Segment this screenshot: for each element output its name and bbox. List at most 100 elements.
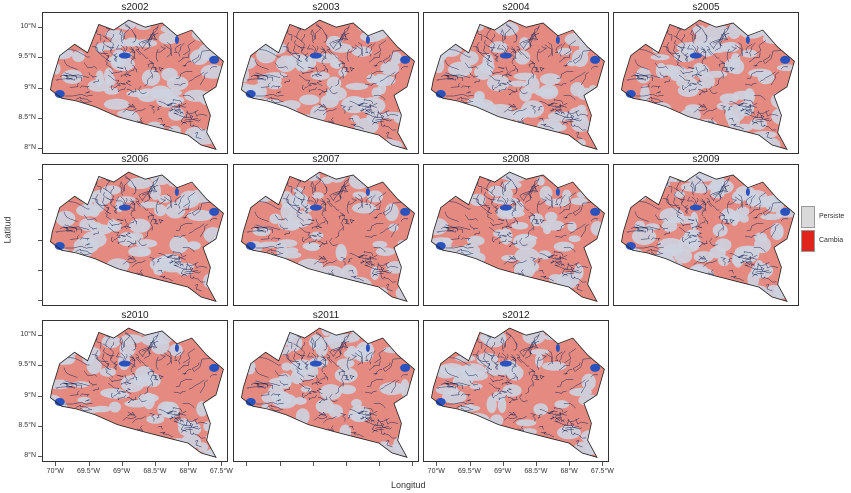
drainage-line	[346, 356, 350, 370]
drainage-line	[275, 62, 288, 69]
drainage-line	[706, 198, 712, 208]
drainage-line	[745, 43, 753, 53]
drainage-line	[316, 232, 323, 238]
drainage-line	[465, 214, 478, 221]
persist-patch	[301, 126, 317, 141]
drainage-line	[298, 353, 308, 370]
drainage-line	[666, 194, 680, 206]
persist-patch	[431, 412, 444, 420]
drainage-line	[571, 423, 580, 428]
persist-patch	[470, 446, 496, 458]
persist-patch	[542, 361, 567, 371]
drainage-line	[744, 234, 757, 238]
persist-patch	[288, 283, 303, 295]
persist-patch	[294, 138, 303, 147]
x-tick-label: 69.5°W	[76, 468, 101, 475]
persist-patch	[486, 395, 497, 414]
persist-patch	[450, 20, 469, 33]
drainage-line	[513, 416, 527, 424]
drainage-line	[125, 232, 132, 238]
drainage-line	[531, 177, 541, 192]
persist-patch	[255, 293, 265, 301]
drainage-line	[350, 275, 364, 282]
drainage-line	[323, 33, 328, 43]
drainage-line	[63, 381, 75, 389]
drainage-line	[635, 224, 661, 230]
drainage-line	[564, 192, 577, 208]
drainage-line	[88, 380, 98, 386]
drainage-line	[63, 211, 78, 222]
drainage-line	[366, 223, 384, 231]
drainage-line	[106, 363, 112, 371]
x-tick-label: 68.5°W	[524, 468, 548, 475]
drainage-line	[80, 85, 90, 89]
drainage-line	[135, 354, 141, 364]
drainage-line	[250, 226, 263, 232]
drainage-line	[364, 112, 383, 118]
drainage-line	[102, 353, 110, 367]
persist-patch	[341, 95, 367, 114]
drainage-line	[349, 67, 356, 72]
drainage-line	[349, 408, 368, 414]
drainage-line	[144, 75, 153, 87]
drainage-line	[186, 262, 189, 270]
persist-patch	[781, 38, 794, 53]
drainage-line	[749, 194, 756, 209]
persist-patch	[241, 20, 257, 27]
x-tick-label: 70°W	[427, 468, 445, 475]
persist-patch	[770, 91, 794, 110]
persist-patch	[86, 357, 102, 375]
drainage-line	[64, 401, 93, 405]
basin-map	[431, 19, 605, 150]
persist-patch	[402, 425, 415, 433]
persist-patch	[655, 62, 667, 79]
drainage-line	[383, 124, 397, 131]
drainage-line	[255, 227, 268, 232]
drainage-line	[497, 66, 505, 70]
drainage-line	[194, 50, 210, 64]
persist-patch	[101, 335, 121, 349]
drainage-line	[666, 42, 680, 54]
map-panel-s2006	[42, 164, 228, 306]
drainage-line	[449, 357, 471, 366]
drainage-line	[301, 34, 305, 42]
drainage-line	[255, 75, 268, 80]
drainage-line	[379, 223, 396, 234]
persist-patch	[574, 172, 585, 182]
drainage-line	[110, 342, 114, 350]
drainage-line	[199, 71, 208, 86]
persist-patch	[108, 290, 126, 302]
drainage-line	[360, 107, 367, 112]
persist-patch	[311, 286, 329, 299]
drainage-line	[547, 102, 568, 109]
persist-patch	[657, 237, 684, 253]
drainage-line	[271, 85, 281, 89]
drainage-line	[555, 351, 563, 361]
panel-title-s2010: s2010	[121, 310, 149, 321]
drainage-line	[199, 379, 208, 394]
drainage-line	[523, 185, 537, 196]
persist-patch	[97, 273, 108, 290]
persist-patch	[296, 115, 307, 125]
drainage-line	[339, 367, 347, 378]
water-body	[499, 204, 512, 211]
drainage-line	[511, 46, 517, 54]
persist-patch	[752, 130, 777, 139]
panel-title-s2002: s2002	[121, 2, 149, 13]
x-tick-label: 67.5°W	[590, 468, 614, 475]
drainage-line	[132, 416, 146, 424]
water-body	[54, 89, 65, 98]
persist-patch	[72, 50, 85, 63]
drainage-line	[177, 255, 186, 260]
persist-patch	[445, 103, 457, 118]
water-body	[780, 207, 791, 216]
drainage-line	[698, 68, 706, 76]
drainage-line	[745, 261, 753, 266]
persist-patch	[539, 73, 561, 86]
drainage-line	[157, 197, 167, 205]
drainage-line	[338, 213, 346, 220]
drainage-line	[490, 378, 504, 383]
persist-patch	[315, 341, 328, 357]
drainage-line	[640, 234, 651, 240]
drainage-line	[300, 378, 314, 383]
